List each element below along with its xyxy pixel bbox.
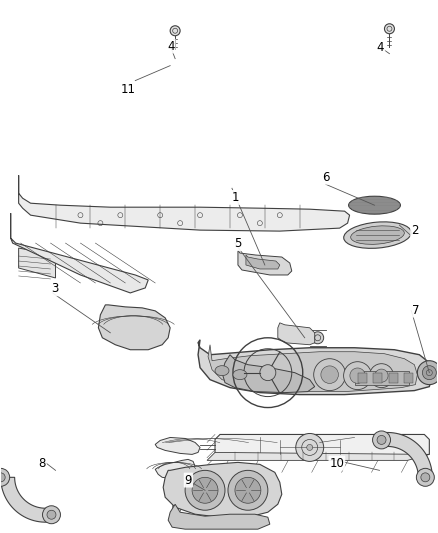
Ellipse shape [344,222,411,248]
Circle shape [235,478,261,503]
Circle shape [0,473,5,482]
Circle shape [385,24,395,34]
Text: 8: 8 [39,457,46,470]
Circle shape [0,469,10,486]
Circle shape [417,361,438,385]
Circle shape [314,359,346,391]
Polygon shape [19,175,350,231]
Polygon shape [238,250,292,275]
Circle shape [42,506,60,524]
Circle shape [307,445,313,450]
Bar [389,373,398,383]
Circle shape [260,365,276,381]
Polygon shape [11,213,148,293]
Text: 2: 2 [411,224,419,237]
Polygon shape [168,504,270,529]
Bar [355,370,410,385]
Ellipse shape [349,196,400,214]
Text: 5: 5 [234,237,242,250]
Polygon shape [155,459,195,478]
Polygon shape [222,355,314,393]
Circle shape [422,366,436,379]
Ellipse shape [351,226,404,244]
Circle shape [185,470,225,510]
Ellipse shape [215,366,229,376]
Circle shape [296,433,324,462]
Circle shape [192,478,218,503]
Polygon shape [99,305,170,350]
Text: 11: 11 [121,83,136,96]
Polygon shape [19,248,56,278]
Text: 9: 9 [185,474,192,487]
Circle shape [170,26,180,36]
Polygon shape [155,438,200,455]
Text: 1: 1 [232,191,240,204]
Bar [373,373,382,383]
Polygon shape [278,323,314,345]
Circle shape [228,470,268,510]
Circle shape [375,369,388,382]
Polygon shape [246,255,280,269]
Text: 3: 3 [51,282,58,295]
Circle shape [417,469,434,486]
Text: 10: 10 [329,457,344,470]
Polygon shape [381,432,432,478]
Text: 4: 4 [377,41,384,54]
Bar [357,373,367,383]
Polygon shape [208,345,417,392]
Circle shape [321,366,339,383]
Circle shape [377,435,386,445]
Bar [404,373,413,383]
Circle shape [47,510,56,519]
Polygon shape [207,453,429,461]
Ellipse shape [233,370,247,379]
Polygon shape [163,462,282,517]
Circle shape [312,332,324,344]
Polygon shape [215,434,429,457]
Circle shape [373,431,391,449]
Text: 7: 7 [412,304,420,317]
Circle shape [343,362,371,390]
Polygon shape [1,478,53,522]
Circle shape [421,473,430,482]
Text: 6: 6 [322,171,330,184]
Polygon shape [198,340,432,394]
Text: 4: 4 [167,39,175,53]
Circle shape [370,364,393,387]
Circle shape [350,368,365,383]
